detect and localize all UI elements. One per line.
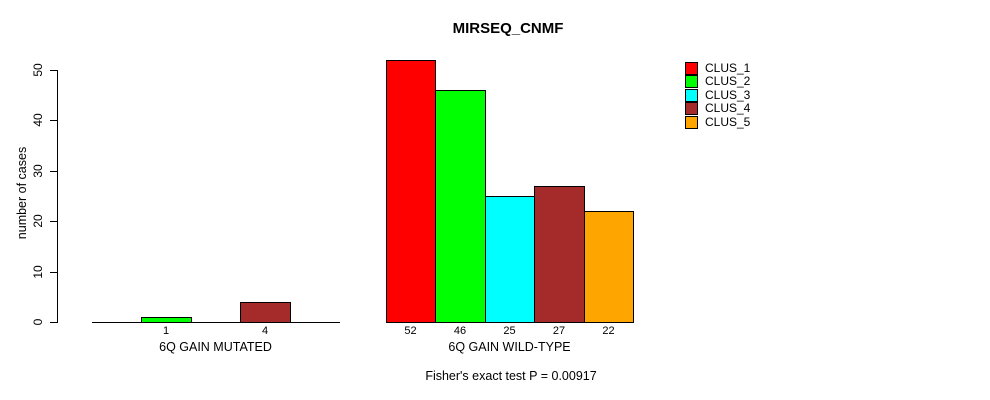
bar xyxy=(386,60,436,323)
legend-label: CLUS_2 xyxy=(705,74,751,88)
y-tick-label: 10 xyxy=(31,265,45,279)
y-tick-label: 50 xyxy=(31,63,45,77)
group-label: 6Q GAIN WILD-TYPE xyxy=(448,340,571,354)
bar xyxy=(141,317,192,323)
legend-label: CLUS_3 xyxy=(705,88,751,102)
legend-swatch xyxy=(685,75,698,88)
bar-count-label: 25 xyxy=(503,325,516,337)
bar-count-label: 1 xyxy=(162,325,170,337)
y-tick-label: 20 xyxy=(31,214,45,228)
legend-label: CLUS_1 xyxy=(705,61,751,75)
legend-swatch xyxy=(685,62,698,75)
bar-count-label: 46 xyxy=(453,325,467,337)
group-label: 6Q GAIN MUTATED xyxy=(159,340,272,354)
legend-swatch xyxy=(685,102,698,115)
y-axis-tick xyxy=(50,221,57,222)
bar-count-label: 22 xyxy=(602,325,615,337)
bar-count-label: 27 xyxy=(552,325,566,337)
x-axis-line xyxy=(92,322,340,323)
y-tick-label: 40 xyxy=(31,113,45,127)
bar xyxy=(485,196,535,323)
y-axis-tick xyxy=(50,322,57,323)
y-axis-line xyxy=(57,70,58,323)
bar-count-label: 52 xyxy=(404,325,417,337)
bar xyxy=(240,302,291,323)
legend-swatch xyxy=(685,89,698,102)
y-tick-label: 30 xyxy=(31,164,45,178)
legend-label: CLUS_4 xyxy=(705,101,751,115)
y-axis-tick xyxy=(50,120,57,121)
fisher-test-annotation: Fisher's exact test P = 0.00917 xyxy=(425,369,597,383)
chart-title: MIRSEQ_CNMF xyxy=(452,20,564,37)
y-tick-label: 0 xyxy=(31,318,45,326)
y-axis-label: number of cases xyxy=(15,146,29,240)
bar xyxy=(435,90,486,323)
bar-count-label: 4 xyxy=(261,325,269,337)
y-axis-tick xyxy=(50,70,57,71)
legend-label: CLUS_5 xyxy=(705,115,751,129)
bar xyxy=(534,186,585,323)
legend-swatch xyxy=(685,116,698,129)
y-axis-tick xyxy=(50,171,57,172)
bar xyxy=(584,211,634,323)
y-axis-tick xyxy=(50,272,57,273)
